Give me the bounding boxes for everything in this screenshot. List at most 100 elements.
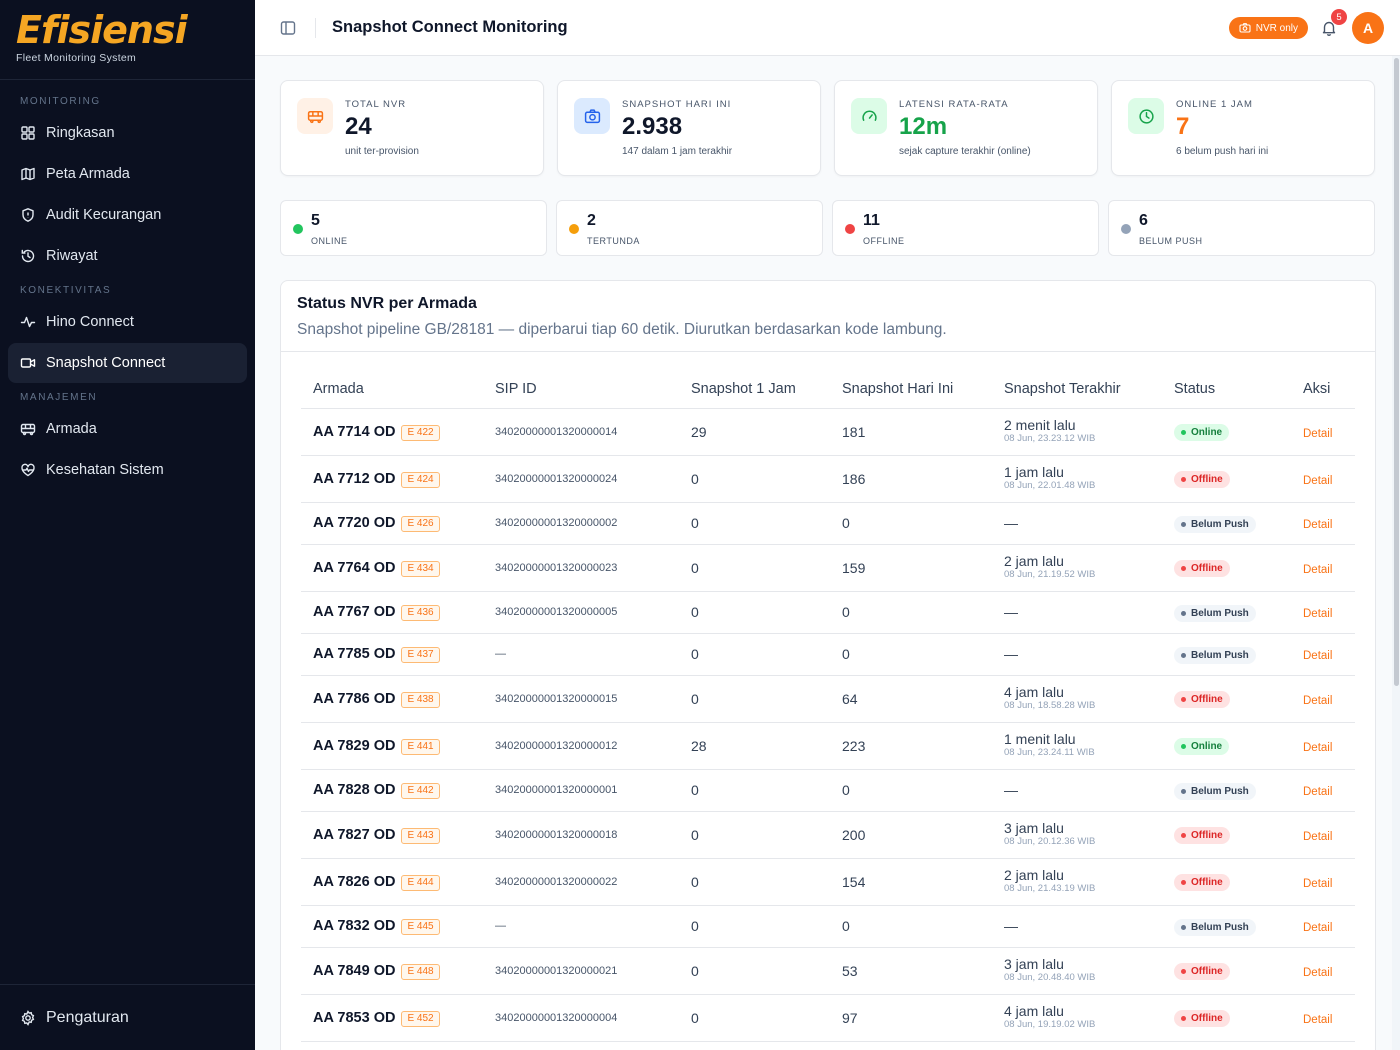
table-row[interactable]: AA 7832 OD E 445—0 0— Belum Push Detail — [301, 905, 1355, 948]
cell-snapshot-hari-ini: 0 — [830, 769, 992, 812]
column-header-snapshot-1-jam[interactable]: Snapshot 1 Jam — [679, 371, 830, 409]
sidebar-item-audit-kecurangan[interactable]: Audit Kecurangan — [8, 195, 247, 235]
detail-link[interactable]: Detail — [1303, 608, 1333, 620]
fleet-plate: AA 7828 OD — [313, 782, 396, 798]
table-row[interactable]: AA 7712 OD E 424 34020000001320000024 0 186 1… — [301, 455, 1355, 503]
cell-snapshot-1-jam: 0 — [679, 544, 830, 592]
column-header-status[interactable]: Status — [1162, 371, 1291, 409]
sidebar-item-riwayat[interactable]: Riwayat — [8, 236, 247, 276]
cell-sip-id: 34020000001320000014 — [483, 408, 679, 456]
status-dot — [1121, 224, 1131, 234]
table-row[interactable]: AA 7828 OD E 442 34020000001320000001 0 0— Be… — [301, 769, 1355, 812]
sidebar-item-label: Kesehatan Sistem — [46, 462, 164, 478]
avatar[interactable]: A — [1352, 12, 1384, 44]
sidebar-item-pengaturan[interactable]: Pengaturan — [0, 984, 255, 1050]
last-snapshot-relative: 2 jam lalu — [1004, 553, 1064, 569]
count-card-offline[interactable]: 11 OFFLINE — [832, 200, 1099, 256]
panel-divider — [281, 351, 1375, 352]
bus-icon — [20, 423, 36, 436]
sidebar-item-ringkasan[interactable]: Ringkasan — [8, 113, 247, 153]
sidebar-item-armada[interactable]: Armada — [8, 409, 247, 449]
column-header-snapshot-terakhir[interactable]: Snapshot Terakhir — [992, 371, 1162, 409]
last-snapshot-timestamp: 08 Jun, 18.58.28 WIB — [1004, 700, 1096, 711]
status-badge: Belum Push — [1174, 782, 1256, 800]
table-row[interactable]: AA 7849 OD E 448 34020000001320000021 0 53 3 … — [301, 947, 1355, 995]
last-snapshot-relative: 1 menit lalu — [1004, 731, 1076, 747]
brand-logo[interactable]: Efisiensi — [16, 8, 188, 52]
cell-snapshot-terakhir: — — [992, 905, 1162, 948]
kpi-subtext: unit ter-provision — [345, 146, 419, 157]
nvr-only-badge[interactable]: NVR only — [1228, 17, 1308, 39]
sidebar-item-snapshot-connect[interactable]: Snapshot Connect — [8, 343, 247, 383]
column-header-armada[interactable]: Armada — [301, 371, 483, 409]
cell-snapshot-1-jam: 0 — [679, 811, 830, 859]
gauge-icon — [861, 110, 877, 121]
status-badge: Belum Push — [1174, 515, 1256, 533]
detail-link[interactable]: Detail — [1303, 563, 1333, 576]
status-label: Online — [1191, 427, 1223, 438]
status-dot — [1181, 521, 1186, 527]
cell-sip-id: 34020000001320000021 — [483, 947, 679, 995]
cell-snapshot-hari-ini: 181 — [830, 408, 992, 456]
detail-link[interactable]: Detail — [1303, 877, 1333, 890]
count-label: ONLINE — [311, 236, 348, 246]
sidebar-item-label: Snapshot Connect — [46, 355, 166, 371]
map-icon — [21, 167, 35, 181]
detail-link[interactable]: Detail — [1303, 922, 1333, 934]
table-row[interactable]: AA 7829 OD E 441 34020000001320000012 28 223… — [301, 722, 1355, 770]
table-row[interactable]: AA 7714 OD E 422 34020000001320000014 29 181… — [301, 408, 1355, 456]
kpi-card-latensi: LATENSI RATA-RATA 12m sejak capture tera… — [834, 80, 1098, 176]
detail-link[interactable]: Detail — [1303, 786, 1333, 798]
table-row[interactable]: AA 7853 OD E 452 34020000001320000004 0 97 4 … — [301, 994, 1355, 1042]
cell-snapshot-hari-ini: 186 — [830, 455, 992, 503]
table-row[interactable]: AA 7827 OD E 443 34020000001320000018 0 200 3… — [301, 811, 1355, 859]
table-row[interactable]: AA 7767 OD E 436 34020000001320000005 0 0— Be… — [301, 591, 1355, 634]
cell-snapshot-terakhir: 4 jam lalu 08 Jun, 18.58.28 WIB — [992, 675, 1162, 723]
sidebar-item-label: Armada — [46, 421, 97, 437]
cell-aksi: Detail — [1291, 994, 1355, 1042]
detail-link[interactable]: Detail — [1303, 519, 1333, 531]
bell-icon[interactable] — [1320, 19, 1338, 37]
cell-snapshot-hari-ini: 53 — [830, 947, 992, 995]
cell-snapshot-1-jam: 0 — [679, 591, 830, 634]
status-badge: Belum Push — [1174, 918, 1256, 936]
cell-sip-id: 34020000001320000001 — [483, 769, 679, 812]
status-label: Offline — [1191, 1013, 1223, 1024]
sidebar-item-peta-armada[interactable]: Peta Armada — [8, 154, 247, 194]
detail-link[interactable]: Detail — [1303, 650, 1333, 662]
detail-link[interactable]: Detail — [1303, 741, 1333, 754]
count-card-online[interactable]: 5 ONLINE — [280, 200, 547, 256]
cell-snapshot-hari-ini: 64 — [830, 675, 992, 723]
detail-link[interactable]: Detail — [1303, 474, 1333, 487]
column-header-sip-id[interactable]: SIP ID — [483, 371, 679, 409]
count-card-belum-push[interactable]: 6 BELUM PUSH — [1108, 200, 1375, 256]
sidebar-toggle-icon[interactable] — [279, 19, 297, 37]
last-snapshot-timestamp: 08 Jun, 20.48.40 WIB — [1004, 972, 1096, 983]
dashboard-icon — [21, 126, 35, 140]
detail-link[interactable]: Detail — [1303, 1013, 1333, 1026]
cell-status: Offline — [1162, 858, 1291, 906]
detail-link[interactable]: Detail — [1303, 427, 1333, 440]
detail-link[interactable]: Detail — [1303, 830, 1333, 843]
scrollbar-thumb[interactable] — [1394, 58, 1399, 686]
status-dot — [1181, 833, 1186, 838]
column-header-snapshot-hari-ini[interactable]: Snapshot Hari Ini — [830, 371, 992, 409]
status-label: Belum Push — [1191, 785, 1249, 797]
cell-aksi: Detail — [1291, 947, 1355, 995]
cell-aksi: Detail — [1291, 455, 1355, 503]
table-row[interactable]: AA 7826 OD E 444 34020000001320000022 0 154 2… — [301, 858, 1355, 906]
table-row[interactable]: AA 7785 OD E 437—0 0— Belum Push Detail — [301, 633, 1355, 676]
table-row[interactable]: AA 7850 ODE 454340200000013200000030153 … — [301, 1041, 1355, 1050]
hull-code-badge: E 434 — [401, 560, 440, 577]
column-header-aksi: Aksi — [1291, 371, 1355, 409]
count-card-tertunda[interactable]: 2 TERTUNDA — [556, 200, 823, 256]
cell-armada: AA 7828 OD E 442 — [301, 769, 483, 812]
table-row[interactable]: AA 7720 OD E 426 34020000001320000002 0 0— Be… — [301, 502, 1355, 545]
table-row[interactable]: AA 7786 OD E 438 34020000001320000015 0 64 4 … — [301, 675, 1355, 723]
cell-sip-id: 34020000001320000005 — [483, 591, 679, 634]
detail-link[interactable]: Detail — [1303, 694, 1333, 707]
detail-link[interactable]: Detail — [1303, 966, 1333, 979]
sidebar-item-hino-connect[interactable]: Hino Connect — [8, 302, 247, 342]
table-row[interactable]: AA 7764 OD E 434 34020000001320000023 0 159 2… — [301, 544, 1355, 592]
sidebar-item-kesehatan-sistem[interactable]: Kesehatan Sistem — [8, 450, 247, 490]
